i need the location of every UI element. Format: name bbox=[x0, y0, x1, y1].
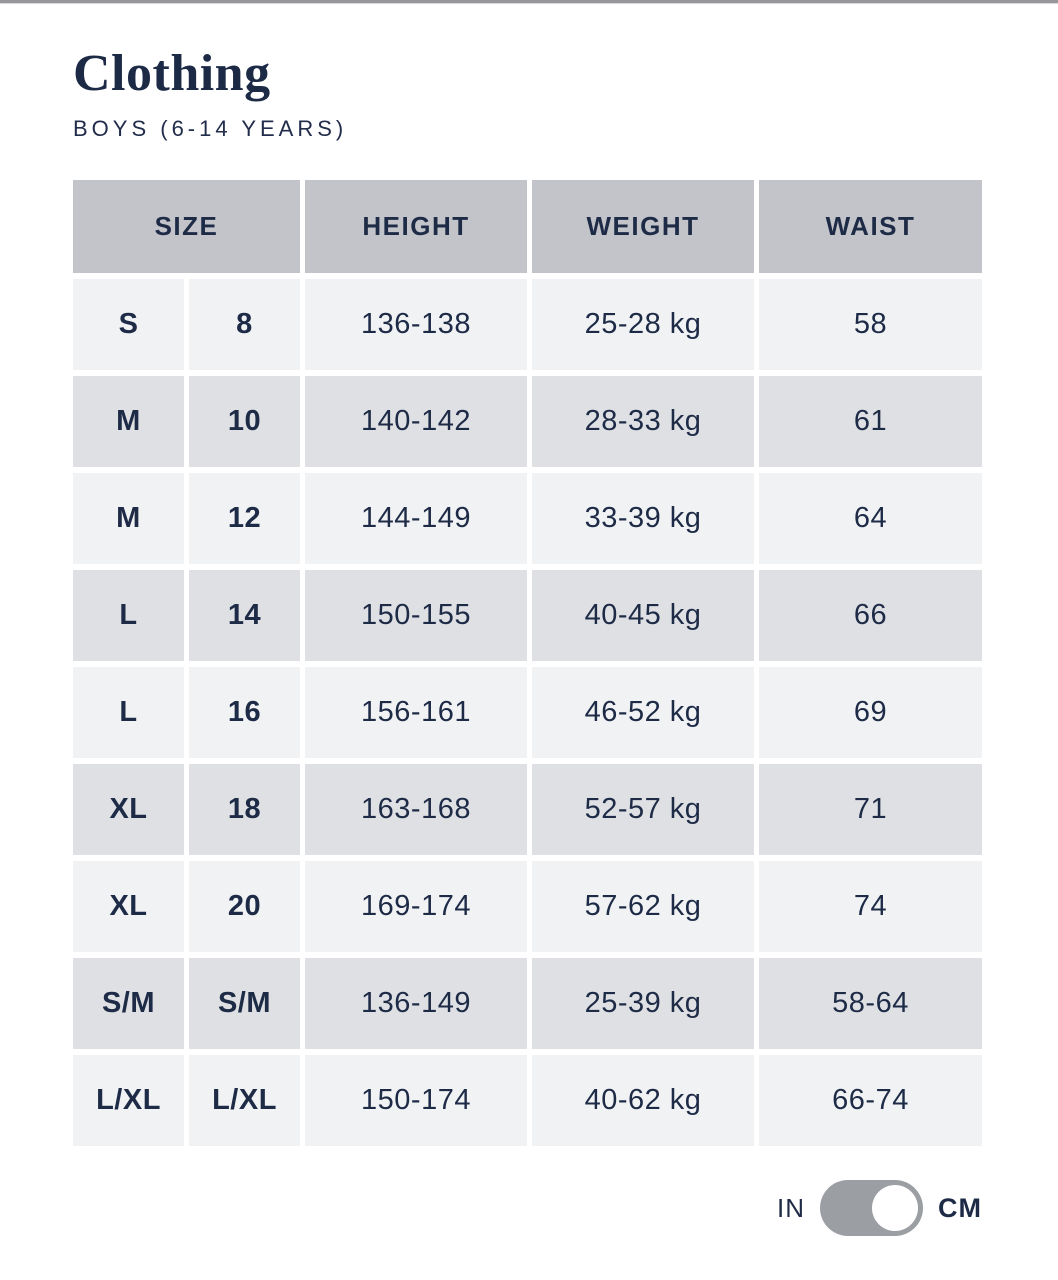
cell-waist: 74 bbox=[759, 861, 982, 953]
top-divider bbox=[0, 0, 1058, 4]
header-cell-size: SIZE bbox=[73, 180, 300, 274]
cell-size-letter: XL bbox=[73, 861, 184, 953]
header-cell-height: HEIGHT bbox=[305, 180, 527, 274]
table-row: S/M S/M 136-149 25-39 kg 58-64 bbox=[73, 958, 982, 1050]
table-row: L 16 156-161 46-52 kg 69 bbox=[73, 667, 982, 759]
table-row: XL 18 163-168 52-57 kg 71 bbox=[73, 764, 982, 856]
cell-weight: 25-39 kg bbox=[532, 958, 754, 1050]
cell-height: 136-138 bbox=[305, 279, 527, 371]
table-header-row: SIZE HEIGHT WEIGHT WAIST bbox=[73, 180, 982, 274]
cell-waist: 66 bbox=[759, 570, 982, 662]
unit-in-label[interactable]: IN bbox=[777, 1192, 805, 1223]
cell-weight: 52-57 kg bbox=[532, 764, 754, 856]
cell-size-number: 14 bbox=[189, 570, 300, 662]
cell-weight: 28-33 kg bbox=[532, 376, 754, 468]
cell-waist: 69 bbox=[759, 667, 982, 759]
cell-size-number: 18 bbox=[189, 764, 300, 856]
table-row: M 10 140-142 28-33 kg 61 bbox=[73, 376, 982, 468]
cell-height: 156-161 bbox=[305, 667, 527, 759]
cell-waist: 58-64 bbox=[759, 958, 982, 1050]
cell-height: 144-149 bbox=[305, 473, 527, 565]
cell-waist: 66-74 bbox=[759, 1055, 982, 1147]
cell-weight: 57-62 kg bbox=[532, 861, 754, 953]
table-row: S 8 136-138 25-28 kg 58 bbox=[73, 279, 982, 371]
cell-waist: 71 bbox=[759, 764, 982, 856]
cell-size-number: S/M bbox=[189, 958, 300, 1050]
header-cell-waist: WAIST bbox=[759, 180, 982, 274]
table-row: XL 20 169-174 57-62 kg 74 bbox=[73, 861, 982, 953]
cell-size-letter: S/M bbox=[73, 958, 184, 1050]
cell-size-letter: L bbox=[73, 570, 184, 662]
cell-weight: 25-28 kg bbox=[532, 279, 754, 371]
cell-size-letter: M bbox=[73, 376, 184, 468]
cell-waist: 61 bbox=[759, 376, 982, 468]
cell-size-number: 20 bbox=[189, 861, 300, 953]
page-title: Clothing bbox=[73, 45, 271, 102]
cell-weight: 40-45 kg bbox=[532, 570, 754, 662]
cell-height: 136-149 bbox=[305, 958, 527, 1050]
cell-size-letter: S bbox=[73, 279, 184, 371]
header-cell-weight: WEIGHT bbox=[532, 180, 754, 274]
cell-height: 150-174 bbox=[305, 1055, 527, 1147]
table-row: M 12 144-149 33-39 kg 64 bbox=[73, 473, 982, 565]
cell-size-letter: L/XL bbox=[73, 1055, 184, 1147]
unit-cm-label[interactable]: CM bbox=[938, 1192, 982, 1223]
cell-weight: 46-52 kg bbox=[532, 667, 754, 759]
cell-size-number: L/XL bbox=[189, 1055, 300, 1147]
cell-height: 140-142 bbox=[305, 376, 527, 468]
page-subtitle: BOYS (6-14 YEARS) bbox=[73, 116, 348, 142]
cell-height: 150-155 bbox=[305, 570, 527, 662]
table-row: L/XL L/XL 150-174 40-62 kg 66-74 bbox=[73, 1055, 982, 1147]
cell-size-letter: L bbox=[73, 667, 184, 759]
cell-height: 163-168 bbox=[305, 764, 527, 856]
cell-size-letter: M bbox=[73, 473, 184, 565]
unit-toggle-switch[interactable] bbox=[820, 1180, 923, 1237]
unit-toggle-row: IN CM bbox=[73, 1180, 982, 1237]
size-chart-table: SIZE HEIGHT WEIGHT WAIST S 8 136-138 25-… bbox=[73, 180, 982, 1147]
cell-size-number: 8 bbox=[189, 279, 300, 371]
cell-size-number: 16 bbox=[189, 667, 300, 759]
toggle-knob-icon bbox=[872, 1185, 918, 1232]
cell-size-number: 10 bbox=[189, 376, 300, 468]
cell-size-number: 12 bbox=[189, 473, 300, 565]
table-row: L 14 150-155 40-45 kg 66 bbox=[73, 570, 982, 662]
cell-waist: 58 bbox=[759, 279, 982, 371]
cell-size-letter: XL bbox=[73, 764, 184, 856]
cell-waist: 64 bbox=[759, 473, 982, 565]
size-guide-section: Clothing BOYS (6-14 YEARS) SIZE HEIGHT W… bbox=[73, 45, 982, 1237]
cell-weight: 33-39 kg bbox=[532, 473, 754, 565]
cell-weight: 40-62 kg bbox=[532, 1055, 754, 1147]
cell-height: 169-174 bbox=[305, 861, 527, 953]
